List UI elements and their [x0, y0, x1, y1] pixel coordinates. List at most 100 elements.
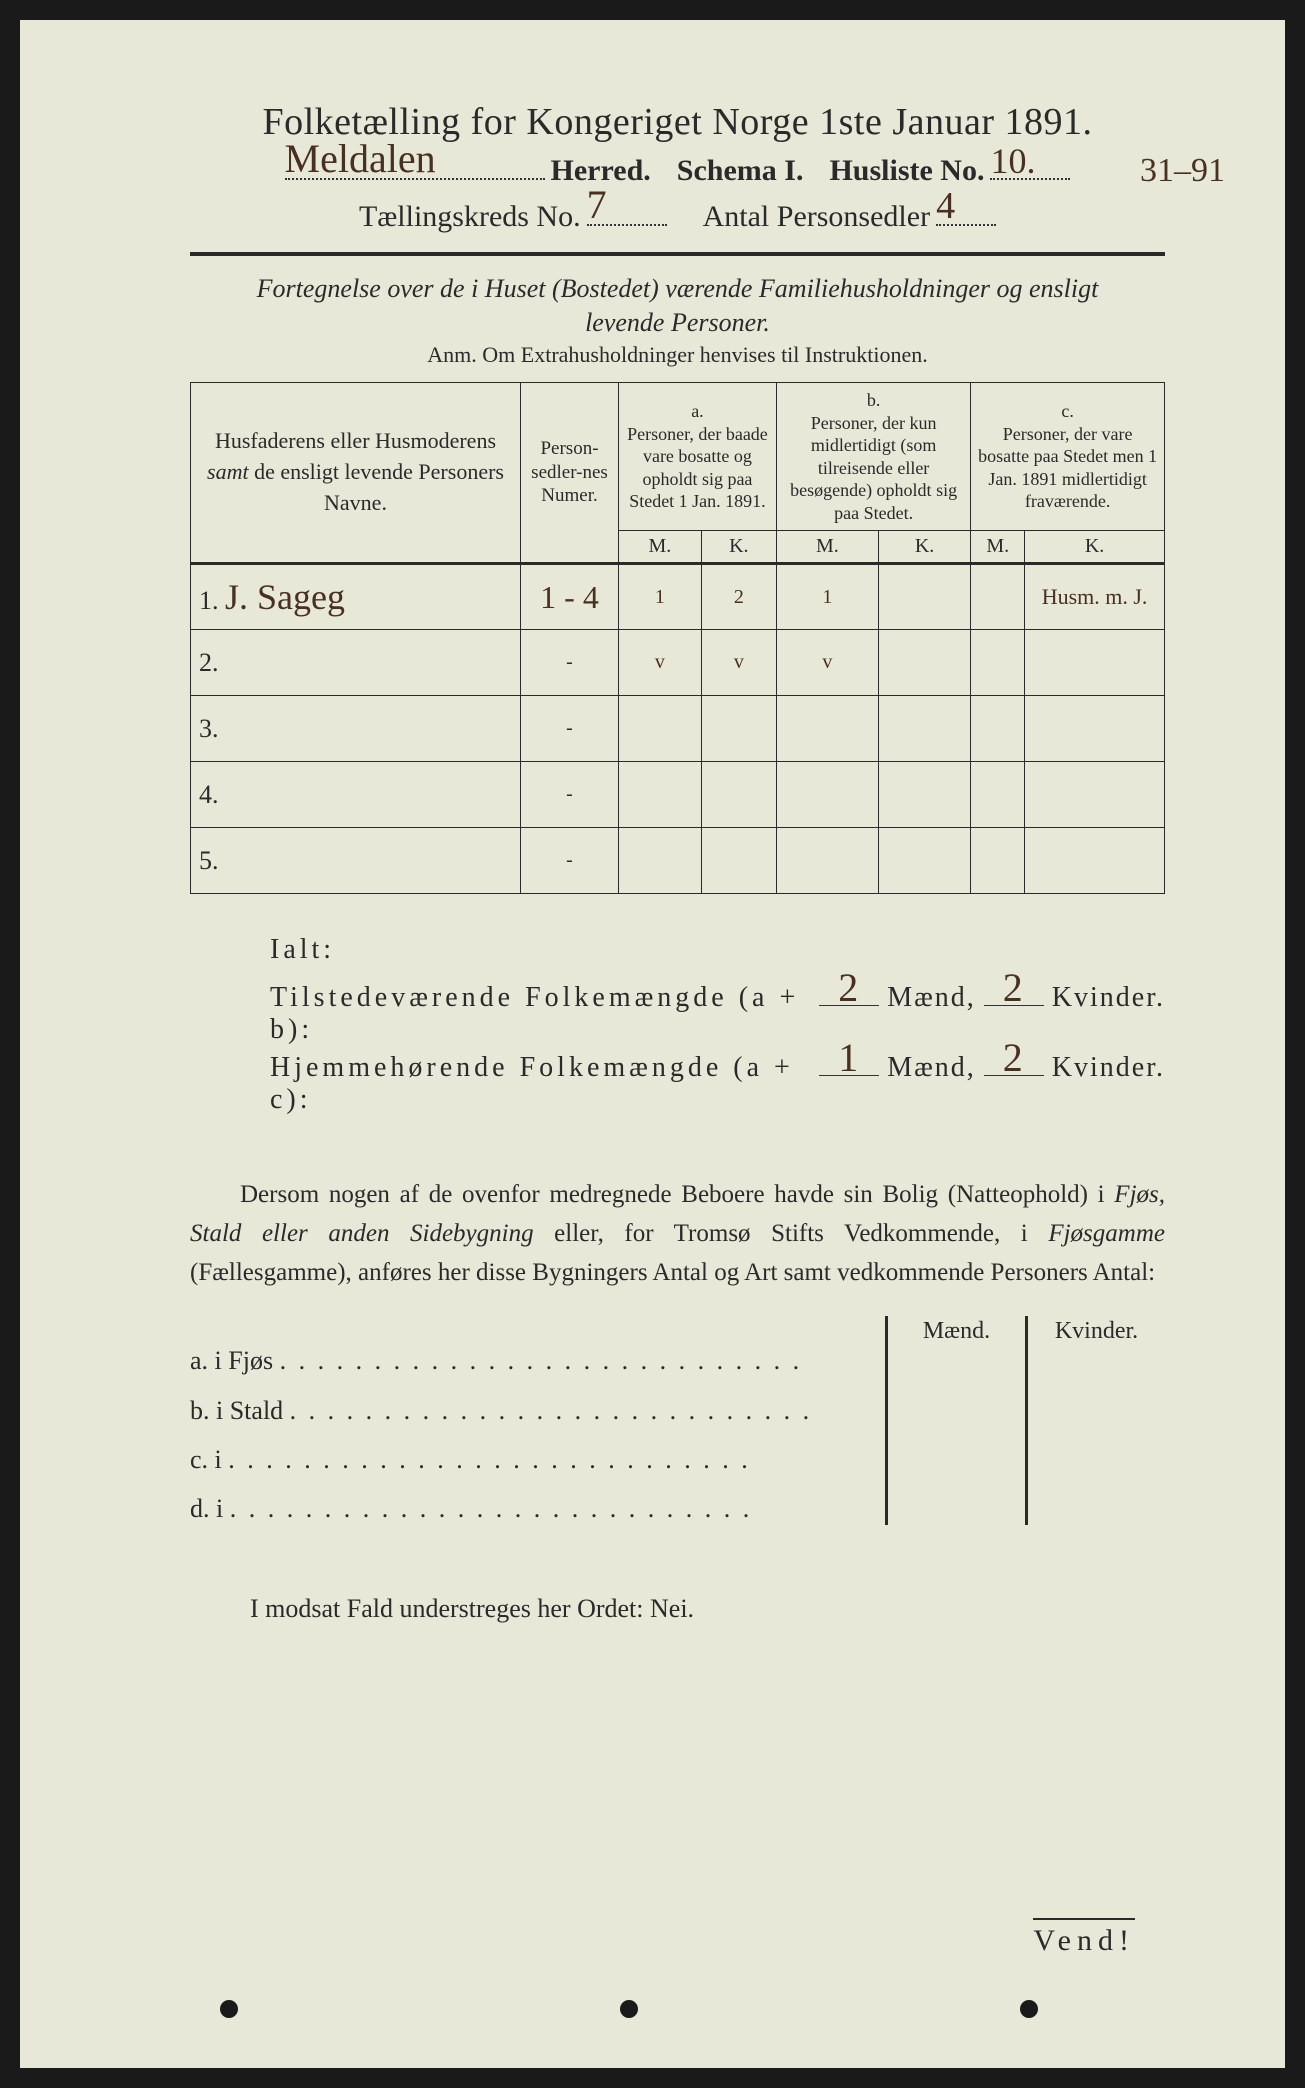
husliste-field: 10. [990, 152, 1070, 180]
row-ck [1025, 696, 1165, 762]
row-ck [1025, 828, 1165, 894]
row-ck [1025, 630, 1165, 696]
col-nums: Person-sedler-nes Numer. [521, 383, 619, 564]
col-b-label: b. [781, 389, 966, 412]
row-bm [776, 762, 878, 828]
kreds-value: 7 [587, 181, 607, 228]
punch-hole [620, 2000, 638, 2018]
punch-hole [220, 2000, 238, 2018]
row-am: 1 [619, 564, 702, 630]
husliste-value: 10. [990, 140, 1035, 182]
row-bm [776, 828, 878, 894]
herred-value: Meldalen [285, 135, 436, 182]
b-m: M. [776, 531, 878, 564]
row-num-cell: 1 - 4 [521, 564, 619, 630]
row-cm [971, 828, 1025, 894]
kvinder-label: Kvinder. [1052, 982, 1165, 1014]
row-am: v [619, 630, 702, 696]
row-ak: 2 [701, 564, 776, 630]
row-name-cell: 1. J. Sageg [191, 564, 521, 630]
row-am [619, 828, 702, 894]
row-name-cell: 4. [191, 762, 521, 828]
hjemme-m: 1 [838, 1034, 860, 1081]
side-maend: Mænd. [885, 1316, 1025, 1525]
row-am [619, 696, 702, 762]
tilstede-label: Tilstedeværende Folkemængde (a + b): [270, 982, 811, 1046]
footer-line: I modsat Fald understreges her Ordet: Ne… [250, 1594, 1165, 1624]
c-m: M. [971, 531, 1025, 564]
margin-note: 31–91 [1140, 152, 1225, 190]
paragraph: Dersom nogen af de ovenfor medregnede Be… [190, 1176, 1165, 1292]
main-table: Husfaderens eller Husmoderens samt de en… [190, 382, 1165, 894]
table-row: 2. - v v v [191, 630, 1165, 696]
census-form-page: Folketælling for Kongeriget Norge 1ste J… [20, 20, 1285, 2068]
row-num-cell: - [521, 762, 619, 828]
hjemme-k: 2 [1003, 1034, 1025, 1081]
anm-note: Anm. Om Extrahusholdninger henvises til … [190, 342, 1165, 368]
row-bk [878, 696, 970, 762]
side-table: Mænd. Kvinder. a. i Fjøs . . . . . . . .… [190, 1316, 1165, 1534]
col-names: Husfaderens eller Husmoderens samt de en… [191, 383, 521, 564]
hjemme-m-field: 1 [819, 1075, 879, 1076]
maend-label-2: Mænd, [887, 1052, 976, 1084]
tilstede-k-field: 2 [984, 1005, 1044, 1006]
herred-field: Meldalen [285, 152, 545, 180]
antal-value: 4 [936, 184, 955, 228]
tilstede-m: 2 [838, 964, 860, 1011]
row-ak [701, 828, 776, 894]
tilstede-k: 2 [1003, 964, 1025, 1011]
col-c: c. Personer, der vare bosatte paa Stedet… [971, 383, 1165, 531]
punch-hole [1020, 2000, 1038, 2018]
row-cm [971, 696, 1025, 762]
col-c-label: c. [975, 400, 1160, 423]
row-bm [776, 696, 878, 762]
row-name-cell: 3. [191, 696, 521, 762]
col-a: a. Personer, der baade vare bosatte og o… [619, 383, 777, 531]
subtitle-1: Fortegnelse over de i Huset (Bostedet) v… [190, 274, 1165, 304]
kreds-line: Tællingskreds No. 7 Antal Personsedler 4 [190, 198, 1165, 234]
row-ck: Husm. m. J. [1025, 564, 1165, 630]
kvinder-label-2: Kvinder. [1052, 1052, 1165, 1084]
herred-line: Meldalen Herred. Schema I. Husliste No. … [190, 152, 1165, 188]
row-bk [878, 564, 970, 630]
hjemme-row: Hjemmehørende Folkemængde (a + c): 1 Mæn… [270, 1052, 1165, 1116]
row-name-cell: 2. [191, 630, 521, 696]
row-num-cell: - [521, 828, 619, 894]
a-m: M. [619, 531, 702, 564]
hjemme-k-field: 2 [984, 1075, 1044, 1076]
row-ak: v [701, 630, 776, 696]
col-b: b. Personer, der kun midlertidigt (som t… [776, 383, 970, 531]
tilstede-m-field: 2 [819, 1005, 879, 1006]
row-cm [971, 564, 1025, 630]
rule [190, 252, 1165, 256]
side-labels: Mænd. Kvinder. [885, 1316, 1165, 1525]
totals-block: Ialt: Tilstedeværende Folkemængde (a + b… [270, 934, 1165, 1116]
table-row: 5. - [191, 828, 1165, 894]
row-num-cell: - [521, 630, 619, 696]
ialt-label: Ialt: [270, 934, 335, 966]
col-a-label: a. [623, 400, 772, 423]
row-ak [701, 696, 776, 762]
kreds-field: 7 [587, 198, 667, 226]
row-name-cell: 5. [191, 828, 521, 894]
row-cm [971, 762, 1025, 828]
row-am [619, 762, 702, 828]
row-bk [878, 762, 970, 828]
b-k: K. [878, 531, 970, 564]
col-a-text: Personer, der baade vare bosatte og opho… [623, 423, 772, 513]
tilstede-row: Tilstedeværende Folkemængde (a + b): 2 M… [270, 982, 1165, 1046]
table-row: 1. J. Sageg 1 - 4 1 2 1 Husm. m. J. [191, 564, 1165, 630]
a-k: K. [701, 531, 776, 564]
table-row: 3. - [191, 696, 1165, 762]
hjemme-label: Hjemmehørende Folkemængde (a + c): [270, 1052, 811, 1116]
row-bk [878, 630, 970, 696]
side-kvinder: Kvinder. [1025, 1316, 1165, 1525]
row-bm: v [776, 630, 878, 696]
schema-label: Schema I. [677, 154, 804, 188]
row-num-cell: - [521, 696, 619, 762]
row-bk [878, 828, 970, 894]
vend-label: Vend! [1033, 1918, 1135, 1958]
row-cm [971, 630, 1025, 696]
antal-field: 4 [936, 198, 996, 226]
subtitle-2: levende Personer. [190, 308, 1165, 338]
